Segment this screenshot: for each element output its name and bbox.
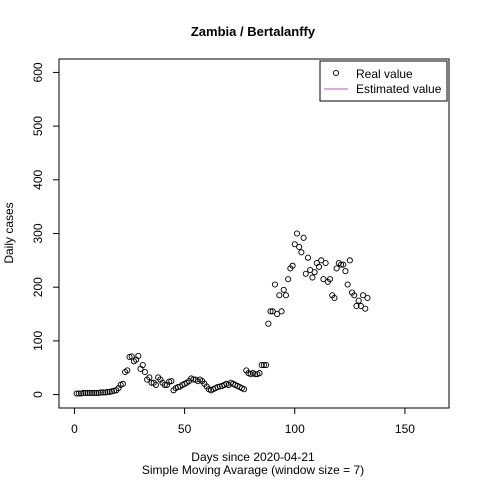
data-point [320, 276, 327, 283]
data-point [256, 370, 263, 377]
x-tick-label: 50 [178, 422, 192, 436]
data-point [291, 241, 298, 248]
data-point [80, 389, 87, 397]
data-point [364, 294, 371, 301]
data-point [152, 381, 159, 388]
data-point [326, 276, 334, 283]
y-tick-label: 500 [31, 116, 45, 136]
data-point [300, 234, 307, 241]
x-axis-label: Days since 2020-04-21 [191, 450, 315, 464]
data-point [282, 292, 289, 299]
y-tick-label: 600 [31, 62, 45, 82]
data-point [309, 274, 316, 281]
data-point [128, 353, 135, 360]
legend-box [319, 60, 448, 102]
data-point [168, 378, 175, 385]
data-point [274, 310, 281, 318]
data-point [260, 361, 267, 369]
data-point [75, 390, 82, 397]
data-point [362, 305, 369, 312]
data-point [278, 308, 285, 315]
data-point [267, 308, 274, 315]
x-axis: 0 50 100 150 [71, 407, 415, 436]
data-point [252, 371, 259, 378]
data-point [353, 302, 360, 310]
data-point [302, 270, 309, 277]
data-point [322, 259, 329, 267]
data-point [100, 389, 107, 396]
x-tick-label: 0 [71, 422, 78, 436]
data-point [331, 294, 338, 301]
data-point [346, 257, 353, 264]
data-point [351, 292, 358, 299]
data-point [340, 261, 347, 268]
data-point [289, 262, 296, 269]
y-tick-label: 0 [31, 391, 45, 398]
data-point [271, 281, 278, 288]
y-tick-label: 100 [31, 331, 45, 351]
x-tick-label: 100 [285, 422, 305, 436]
data-point [360, 292, 367, 299]
data-point [269, 308, 276, 315]
chart-title: Zambia / Bertalanffy [191, 24, 316, 39]
data-point [124, 367, 131, 374]
data-point [276, 292, 283, 299]
data-point [357, 302, 364, 310]
legend-real-value-symbol [332, 69, 340, 77]
data-point [82, 389, 89, 397]
data-point [84, 389, 91, 397]
data-point [318, 257, 325, 264]
y-tick-label: 400 [31, 169, 45, 189]
data-point [344, 281, 351, 288]
legend-estimated-value-label: Estimated value [356, 82, 442, 96]
data-point [89, 389, 96, 397]
y-axis: 0 100 200 300 400 500 600 [31, 62, 60, 398]
data-point [280, 286, 287, 293]
data-point [263, 361, 270, 369]
legend: Real value Estimated value [319, 60, 448, 102]
data-point [93, 389, 100, 397]
data-point [265, 320, 272, 327]
data-point [258, 361, 265, 369]
data-point [139, 361, 146, 369]
data-point [337, 261, 345, 268]
data-point [342, 268, 349, 275]
data-point [161, 381, 168, 388]
data-point [304, 254, 312, 261]
data-point [355, 297, 362, 304]
data-point [241, 386, 248, 393]
data-point [315, 263, 323, 270]
y-tick-label: 300 [31, 223, 45, 243]
data-point [296, 243, 303, 250]
y-axis-label: Daily cases [2, 202, 16, 263]
data-point [91, 389, 98, 397]
data-point [119, 380, 126, 387]
data-point [333, 265, 340, 272]
data-point [135, 352, 142, 359]
x-tick-label: 150 [395, 422, 415, 436]
data-point [146, 374, 153, 381]
data-points [73, 230, 371, 397]
data-point [86, 389, 93, 397]
data-point [97, 389, 104, 396]
data-point [298, 249, 305, 256]
data-point [104, 388, 111, 395]
chart-subtitle: Simple Moving Avarage (window size = 7) [142, 463, 364, 477]
data-point [311, 269, 318, 276]
data-point [141, 368, 148, 376]
data-point [73, 390, 80, 397]
data-point [285, 276, 292, 283]
data-point [293, 230, 301, 237]
legend-real-value-label: Real value [356, 67, 413, 81]
y-tick-label: 200 [31, 277, 45, 297]
